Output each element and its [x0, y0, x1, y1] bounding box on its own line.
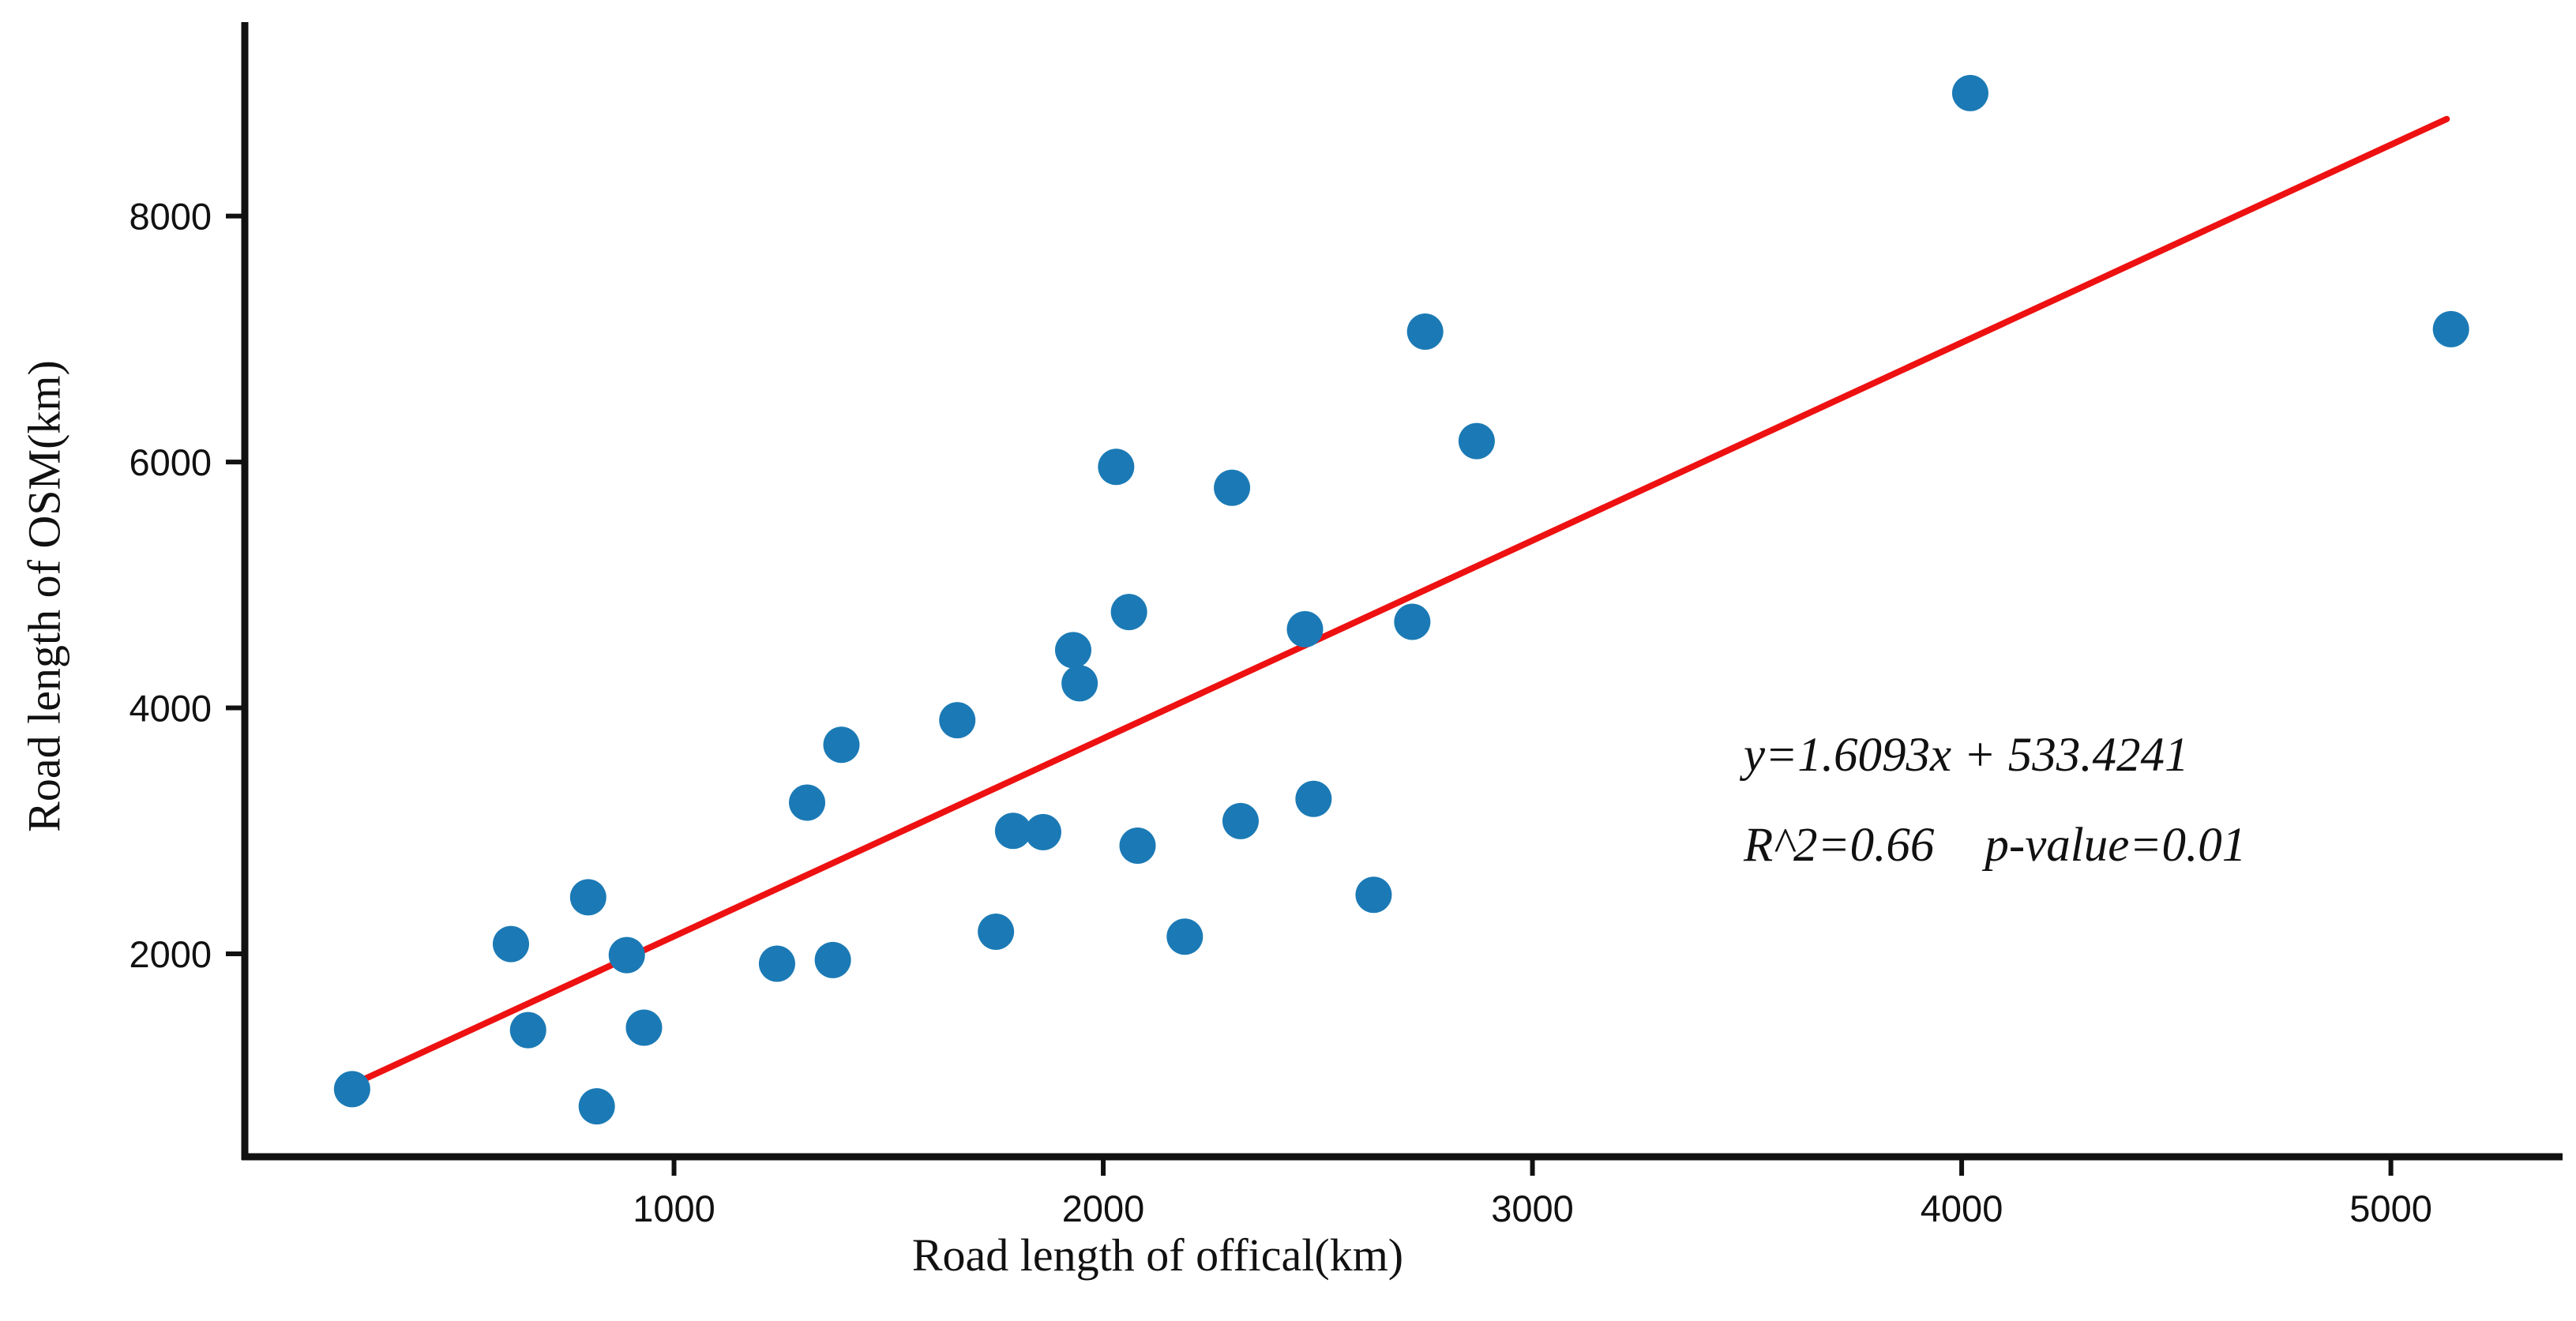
data-point	[1166, 918, 1204, 955]
data-point	[625, 1009, 663, 1046]
data-point	[1054, 632, 1091, 669]
x-axis-title: Road length of offical(km)	[911, 1229, 1404, 1281]
data-point	[1119, 827, 1156, 864]
y-tick-label: 2000	[129, 933, 212, 975]
regression-stats: R^2=0.66 p-value=0.01	[1744, 801, 2246, 891]
x-tick-label: 1000	[633, 1188, 715, 1229]
data-point	[1110, 594, 1147, 631]
data-point	[578, 1088, 615, 1125]
y-tick-label: 4000	[129, 688, 212, 730]
y-tick-label: 6000	[129, 441, 212, 483]
data-point	[569, 879, 606, 916]
x-tick-label: 4000	[1921, 1188, 2003, 1229]
data-point	[333, 1071, 370, 1108]
data-point	[1286, 610, 1324, 647]
p-value: p-value=0.01	[1985, 819, 2247, 872]
regression-annotation: y=1.6093x + 533.4241 R^2=0.66 p-value=0.0…	[1744, 711, 2246, 891]
data-point	[978, 914, 1015, 950]
y-tick-label: 8000	[129, 196, 212, 238]
data-point	[1394, 603, 1431, 640]
data-point	[1214, 469, 1251, 506]
data-point	[2432, 310, 2469, 347]
data-point	[939, 702, 976, 739]
data-point	[1098, 448, 1135, 486]
data-point	[789, 784, 826, 821]
data-point	[1355, 876, 1392, 914]
x-tick-label: 3000	[1491, 1188, 1574, 1229]
x-tick-label: 5000	[2349, 1188, 2432, 1229]
data-point	[1406, 313, 1444, 350]
x-tick-label: 2000	[1062, 1188, 1145, 1229]
y-axis-title: Road length of OSM(km)	[18, 360, 70, 832]
data-point	[758, 945, 795, 982]
data-point	[994, 812, 1031, 850]
regression-line	[336, 115, 2450, 1094]
data-point	[1295, 780, 1332, 817]
data-point	[1024, 813, 1061, 850]
r-squared-value: R^2=0.66	[1744, 819, 1935, 872]
regression-equation: y=1.6093x + 533.4241	[1744, 729, 2189, 782]
data-point	[823, 726, 860, 764]
data-point	[814, 941, 851, 978]
data-point	[509, 1011, 546, 1049]
data-point	[1951, 74, 1988, 111]
data-point	[492, 925, 529, 963]
data-point	[1222, 802, 1259, 839]
data-point	[608, 936, 645, 974]
data-point	[1061, 665, 1098, 702]
data-point	[1458, 422, 1495, 460]
